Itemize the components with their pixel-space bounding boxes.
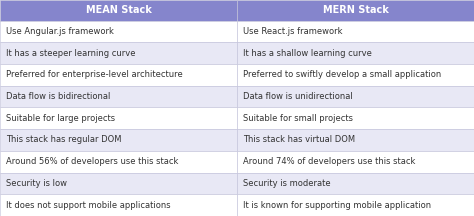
Bar <box>0 42 237 64</box>
Bar <box>0 194 237 216</box>
Bar <box>0 129 237 151</box>
Bar <box>0 173 237 194</box>
Text: Suitable for large projects: Suitable for large projects <box>6 114 115 123</box>
Text: MEAN Stack: MEAN Stack <box>86 5 151 15</box>
Bar <box>0 151 237 173</box>
Bar <box>0 107 237 129</box>
Bar <box>237 194 474 216</box>
Text: This stack has virtual DOM: This stack has virtual DOM <box>243 135 355 145</box>
Bar <box>0 21 237 42</box>
Text: It has a steeper learning curve: It has a steeper learning curve <box>6 49 135 58</box>
Text: Data flow is bidirectional: Data flow is bidirectional <box>6 92 110 101</box>
Bar <box>237 0 474 21</box>
Bar <box>0 86 237 107</box>
Text: MERN Stack: MERN Stack <box>323 5 388 15</box>
Bar <box>237 129 474 151</box>
Text: This stack has regular DOM: This stack has regular DOM <box>6 135 121 145</box>
Bar <box>0 0 237 21</box>
Bar <box>0 64 237 86</box>
Text: Preferred for enterprise-level architecture: Preferred for enterprise-level architect… <box>6 70 182 79</box>
Bar <box>237 86 474 107</box>
Text: Security is low: Security is low <box>6 179 67 188</box>
Bar <box>237 21 474 42</box>
Text: Around 56% of developers use this stack: Around 56% of developers use this stack <box>6 157 178 166</box>
Text: Use React.js framework: Use React.js framework <box>243 27 342 36</box>
Bar <box>237 107 474 129</box>
Text: Preferred to swiftly develop a small application: Preferred to swiftly develop a small app… <box>243 70 441 79</box>
Bar <box>237 42 474 64</box>
Bar <box>237 173 474 194</box>
Text: Suitable for small projects: Suitable for small projects <box>243 114 353 123</box>
Bar <box>237 151 474 173</box>
Text: Security is moderate: Security is moderate <box>243 179 330 188</box>
Text: It is known for supporting mobile application: It is known for supporting mobile applic… <box>243 201 431 210</box>
Text: Use Angular.js framework: Use Angular.js framework <box>6 27 114 36</box>
Text: It has a shallow learning curve: It has a shallow learning curve <box>243 49 372 58</box>
Text: It does not support mobile applications: It does not support mobile applications <box>6 201 170 210</box>
Text: Around 74% of developers use this stack: Around 74% of developers use this stack <box>243 157 415 166</box>
Bar <box>237 64 474 86</box>
Text: Data flow is unidirectional: Data flow is unidirectional <box>243 92 353 101</box>
